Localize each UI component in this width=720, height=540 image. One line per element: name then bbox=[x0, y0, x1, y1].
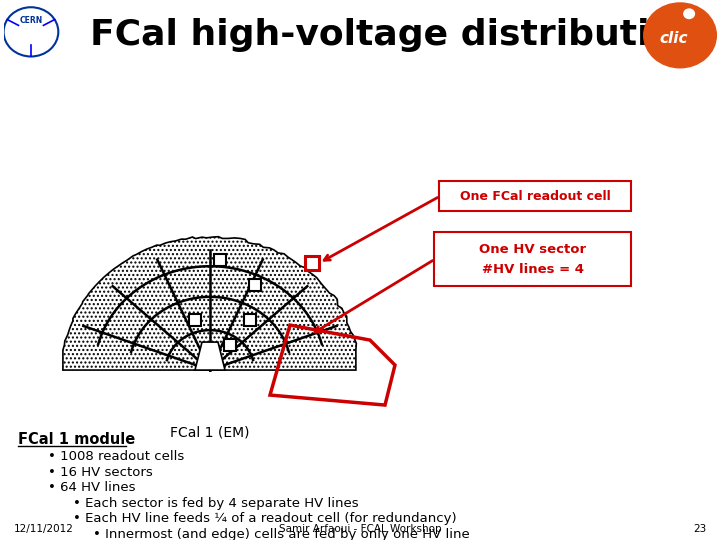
Text: FCal 1 (EM): FCal 1 (EM) bbox=[170, 425, 250, 439]
FancyBboxPatch shape bbox=[434, 232, 631, 286]
Polygon shape bbox=[63, 237, 356, 370]
Text: • 16 HV sectors: • 16 HV sectors bbox=[48, 465, 153, 478]
Text: FCal high-voltage distribution: FCal high-voltage distribution bbox=[90, 18, 700, 52]
Text: 12/11/2012: 12/11/2012 bbox=[14, 524, 74, 534]
Text: • Each sector is fed by 4 separate HV lines: • Each sector is fed by 4 separate HV li… bbox=[73, 496, 359, 510]
Bar bbox=[305, 256, 319, 270]
Text: CERN: CERN bbox=[19, 16, 42, 25]
Text: One HV sector: One HV sector bbox=[479, 242, 586, 255]
Text: • Each HV line feeds ¼ of a readout cell (for redundancy): • Each HV line feeds ¼ of a readout cell… bbox=[73, 512, 456, 525]
Circle shape bbox=[684, 9, 694, 18]
Bar bbox=[224, 339, 236, 351]
Text: FCal 1 module: FCal 1 module bbox=[18, 432, 135, 447]
Text: • Innermost (and edge) cells are fed by only one HV line: • Innermost (and edge) cells are fed by … bbox=[93, 528, 469, 540]
Polygon shape bbox=[195, 342, 225, 370]
Text: • 1008 readout cells: • 1008 readout cells bbox=[48, 450, 184, 463]
Text: #HV lines = 4: #HV lines = 4 bbox=[482, 262, 583, 275]
Text: One FCal readout cell: One FCal readout cell bbox=[459, 190, 611, 202]
Bar bbox=[214, 254, 226, 266]
Text: Samir Arfaoui - FCAL Workshop: Samir Arfaoui - FCAL Workshop bbox=[279, 524, 441, 534]
Text: clic: clic bbox=[660, 31, 688, 45]
Bar bbox=[189, 314, 201, 326]
Text: • 64 HV lines: • 64 HV lines bbox=[48, 481, 135, 494]
Circle shape bbox=[644, 3, 716, 67]
Text: 23: 23 bbox=[693, 524, 706, 534]
Bar bbox=[249, 279, 261, 291]
Bar bbox=[244, 314, 256, 326]
FancyBboxPatch shape bbox=[439, 181, 631, 211]
